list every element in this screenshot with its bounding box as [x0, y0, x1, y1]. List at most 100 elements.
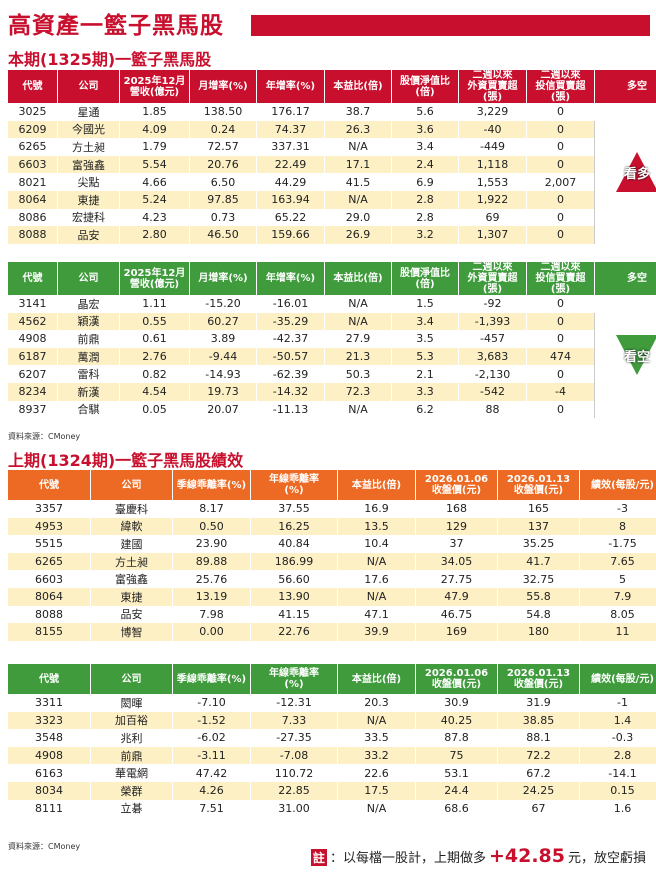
table-cell: 19.73 — [189, 382, 257, 401]
table-cell: 13.5 — [337, 517, 416, 536]
table-cell: 穎漢 — [57, 312, 120, 331]
table-cell: 0 — [526, 208, 595, 227]
table-cell: 39.9 — [337, 623, 416, 641]
table-cell: 7.51 — [172, 799, 251, 818]
column-header: 多空 — [594, 70, 656, 103]
table-cell: 4908 — [8, 330, 58, 348]
table-cell: 17.6 — [337, 570, 416, 588]
title-row: 高資產一籃子黑馬股 — [8, 6, 650, 40]
table-cell: 22.49 — [256, 155, 325, 174]
table-cell: 0 — [526, 103, 595, 121]
table-cell: 34.05 — [415, 552, 498, 571]
table-cell: 0.15 — [579, 781, 656, 800]
table-row: 6603 富強鑫 5.54 20.76 22.49 17.1 2.4 1,118 0 — [8, 155, 656, 174]
table-cell: 2.76 — [119, 347, 190, 366]
table-row: 8088 品安 2.80 46.50 159.66 26.9 3.2 1,307 0 — [8, 226, 656, 244]
table-row: 4908 前鼎 0.61 3.89 -42.37 27.9 3.5 -457 0 — [8, 330, 656, 348]
table-cell: 5 — [579, 570, 656, 588]
bear-table: 代號 公司 2025年12月 營收(億元) 月增率(%) 年增率(%) 本益比(倍) 股價淨… — [8, 262, 656, 419]
table-cell: 8111 — [8, 799, 91, 818]
table-cell: 0 — [526, 330, 595, 348]
table-cell: 3.5 — [391, 330, 459, 348]
table-cell: 8.05 — [579, 605, 656, 624]
column-header: 代號 — [8, 262, 58, 295]
column-header: 本益比(倍) — [324, 262, 392, 295]
table-cell: 5.3 — [391, 347, 459, 366]
note-mark: 註 — [310, 849, 327, 866]
table-cell: 41.15 — [250, 605, 338, 624]
table-cell: 榮群 — [90, 781, 173, 800]
table-cell: -14.32 — [256, 382, 325, 401]
table-cell: N/A — [337, 587, 416, 606]
table-cell: 67 — [497, 799, 580, 818]
table-cell: 137 — [497, 517, 580, 536]
table-cell: 88.1 — [497, 729, 580, 747]
table-cell: 16.25 — [250, 517, 338, 536]
table-cell: -14.93 — [189, 365, 257, 383]
table-row: 8064 東捷 13.19 13.90 N/A 47.9 55.8 7.9 — [8, 587, 656, 606]
header-row: 代號 公司 季線乖離率(%) 年線乖離率 (%) 本益比(倍) 2026.01.06 收盤… — [8, 664, 656, 694]
column-header: 年增率(%) — [256, 262, 325, 295]
table-cell: 56.60 — [250, 570, 338, 588]
table-cell: 22.85 — [250, 781, 338, 800]
column-header: 公司 — [90, 470, 173, 500]
table-cell: 0 — [526, 155, 595, 174]
table-cell: 8064 — [8, 190, 58, 209]
table-cell: 6187 — [8, 347, 58, 366]
table-cell: N/A — [324, 138, 392, 156]
table-cell: 72.2 — [497, 746, 580, 765]
table-cell: 0.61 — [119, 330, 190, 348]
bull-table: 代號 公司 2025年12月 營收(億元) 月增率(%) 年增率(%) 本益比(倍) 股價淨… — [8, 70, 656, 244]
table-cell: 17.1 — [324, 155, 392, 174]
table-cell: 0.24 — [189, 120, 257, 139]
table-cell: 8064 — [8, 587, 91, 606]
table-cell: 晶宏 — [57, 295, 120, 313]
table-cell: 品安 — [57, 226, 120, 244]
table-cell: 46.75 — [415, 605, 498, 624]
table-cell: -16.01 — [256, 295, 325, 313]
table-cell: 129 — [415, 517, 498, 536]
footnote: 註 ：以每檔一股計，上期做多 +42.85 元，放空虧損 — [310, 845, 646, 867]
table-row: 3141 晶宏 1.11 -15.20 -16.01 N/A 1.5 -92 0 看空 — [8, 295, 656, 419]
table-cell: 前鼎 — [90, 746, 173, 765]
table-row: 8234 新漢 4.54 19.73 -14.32 72.3 3.3 -542 -4 — [8, 382, 656, 401]
table-cell: 6209 — [8, 120, 58, 139]
table-cell: 8088 — [8, 226, 58, 244]
table-cell: 40.25 — [415, 711, 498, 730]
table-cell: 1.11 — [119, 295, 190, 313]
table-row: 3357 臺慶科 8.17 37.55 16.9 168 165 -3 — [8, 500, 656, 518]
table-cell: -6.02 — [172, 729, 251, 747]
table-cell: 3141 — [8, 295, 58, 313]
table-cell: -542 — [458, 382, 527, 401]
table-cell: 1.4 — [579, 711, 656, 730]
column-header: 二週以來 外資買賣超(張) — [458, 70, 527, 103]
column-header: 2025年12月 營收(億元) — [119, 262, 190, 295]
table-cell: 3.4 — [391, 312, 459, 331]
table-cell: 180 — [497, 623, 580, 641]
note-prefix: ：以每檔一股計，上期做多 — [329, 851, 486, 866]
column-header: 本益比(倍) — [337, 470, 416, 500]
column-header: 2026.01.06 收盤價(元) — [415, 470, 498, 500]
table-cell: 華電網 — [90, 764, 173, 782]
table-cell: 2.4 — [391, 155, 459, 174]
table-cell: 69 — [458, 208, 527, 227]
direction-cell: 看空 — [594, 295, 656, 419]
direction-cell: 看多 — [594, 103, 656, 244]
table-cell: 41.7 — [497, 552, 580, 571]
section-current-title: 本期(1325期)一籃子黑馬股 — [8, 50, 212, 69]
table-cell: -1 — [579, 694, 656, 712]
table-cell: 176.17 — [256, 103, 325, 121]
table-cell: 5.6 — [391, 103, 459, 121]
column-header: 績效(每股/元) — [579, 470, 656, 500]
table-cell: 20.07 — [189, 400, 257, 419]
table-cell: 3,229 — [458, 103, 527, 121]
table-cell: 8034 — [8, 781, 91, 800]
table-cell: 89.88 — [172, 552, 251, 571]
table-cell: -11.13 — [256, 400, 325, 419]
table-row: 8088 品安 7.98 41.15 47.1 46.75 54.8 8.05 — [8, 605, 656, 624]
table-cell: 27.75 — [415, 570, 498, 588]
source-note-2: 資料來源：CMoney — [8, 842, 81, 851]
table-cell: 337.31 — [256, 138, 325, 156]
table-cell: 75 — [415, 746, 498, 765]
table-row: 3323 加百裕 -1.52 7.33 N/A 40.25 38.85 1.4 — [8, 711, 656, 730]
